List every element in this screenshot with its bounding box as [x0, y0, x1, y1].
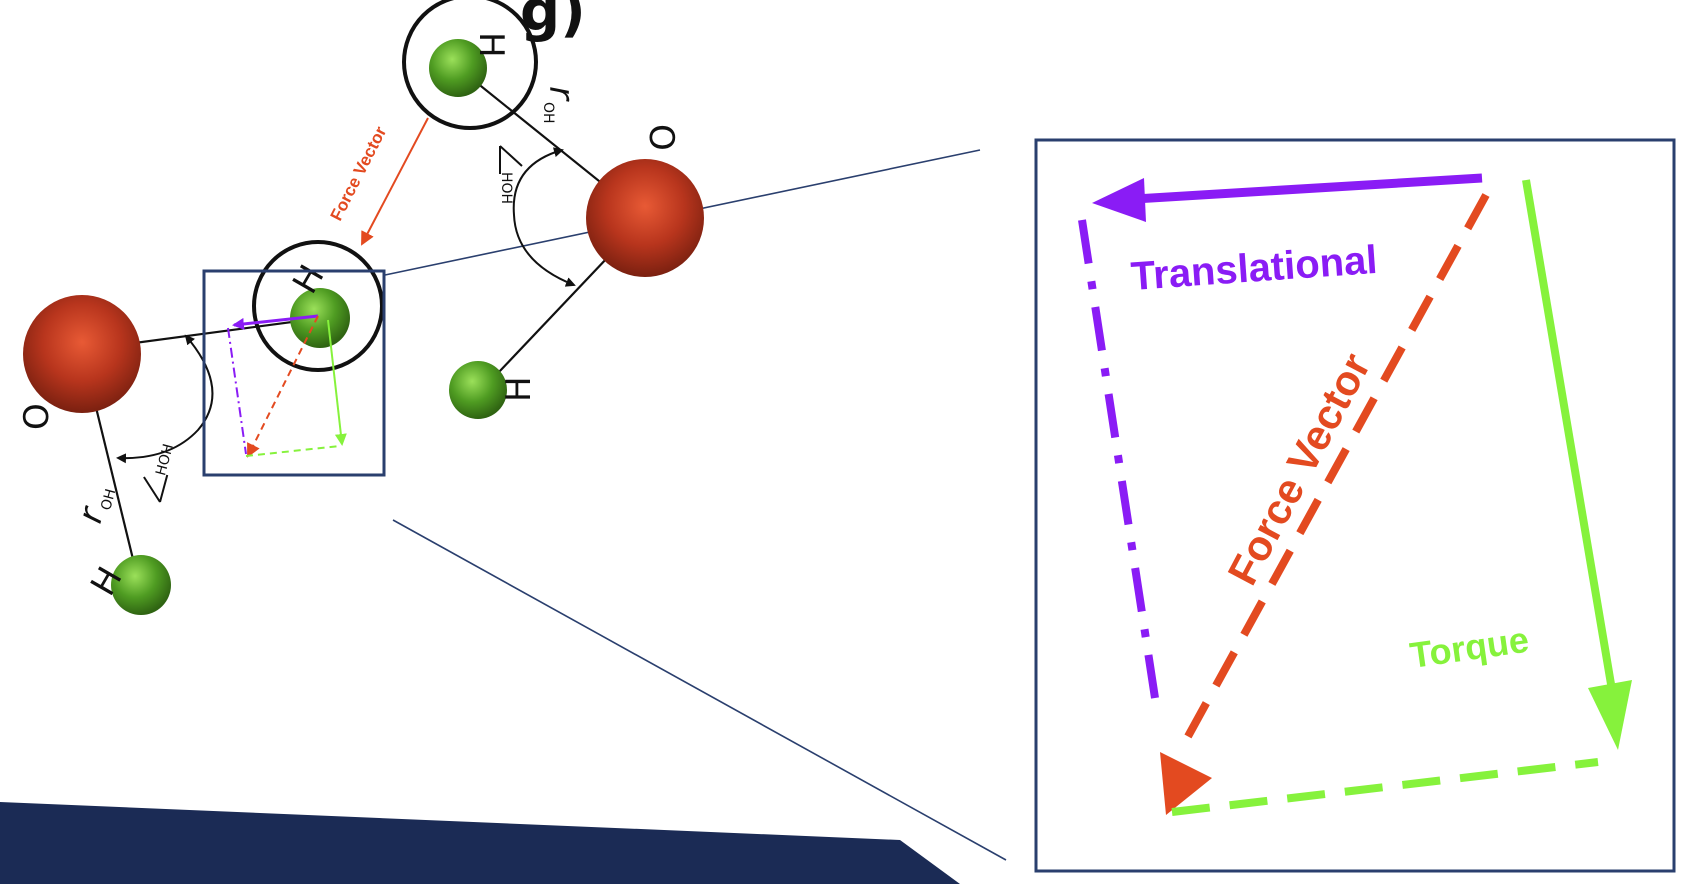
right-water-molecule: O H H r OH HOH [402, 0, 704, 419]
small-force-dashed-arrow [247, 315, 319, 458]
inset-force-dashed [1182, 193, 1490, 742]
footer-band [0, 802, 960, 884]
inset-frame [1034, 138, 1676, 873]
inset-torque-arrow [1522, 179, 1616, 691]
right-angle-arc [512, 147, 576, 287]
small-torque-arrow [327, 319, 347, 446]
left-angle-arc [116, 334, 214, 464]
right-oxygen-label: O [641, 124, 681, 151]
right-hydrogen-upper-atom [429, 39, 487, 97]
left-water-molecule: O H H r OH HOH [17, 240, 384, 615]
left-r-oh-label: r OH [70, 487, 119, 527]
right-hydrogen-lower-atom [449, 361, 507, 419]
right-r-oh-label: r OH [540, 86, 581, 124]
right-hydrogen-upper-label: H [471, 32, 511, 58]
inset-translational-arrowhead [1092, 178, 1146, 222]
intermolecular-force-arrow [361, 117, 429, 246]
left-hydrogen-upper-atom [290, 288, 350, 348]
right-hydrogen-lower-label: H [499, 376, 539, 402]
svg-text:r: r [541, 86, 581, 102]
left-angle-hoh-label: HOH [143, 442, 177, 503]
right-oxygen-atom [586, 159, 704, 277]
left-hydrogen-highlight-ring [252, 240, 384, 372]
inset-torque-arrowhead [1588, 680, 1632, 750]
inset-translational-dashdot [1078, 219, 1159, 699]
small-torque-dashed [245, 445, 341, 457]
left-hydrogen-lower-atom [111, 555, 171, 615]
svg-text:HOH: HOH [498, 172, 514, 204]
small-translational-arrow [232, 314, 319, 330]
zoom-source-box [202, 269, 386, 477]
small-translational-dashdot [227, 327, 247, 455]
inset-translational-arrow [1117, 173, 1483, 205]
left-oxygen-atom [23, 295, 141, 413]
zoom-line-bottom [392, 519, 1007, 861]
left-oxygen-label: O [17, 403, 57, 430]
right-hydrogen-highlight-ring [402, 0, 538, 130]
svg-text:OH: OH [540, 102, 556, 124]
zoom-inset: Translational Force Vector Torque [1034, 138, 1676, 873]
svg-text:OH: OH [98, 487, 119, 512]
small-force-decomposition [202, 269, 386, 477]
inset-torque-dashed [1171, 758, 1599, 816]
inset-force-arrowhead [1160, 752, 1212, 815]
svg-text:HOH: HOH [153, 442, 177, 477]
right-angle-hoh-label: HOH [498, 145, 523, 204]
